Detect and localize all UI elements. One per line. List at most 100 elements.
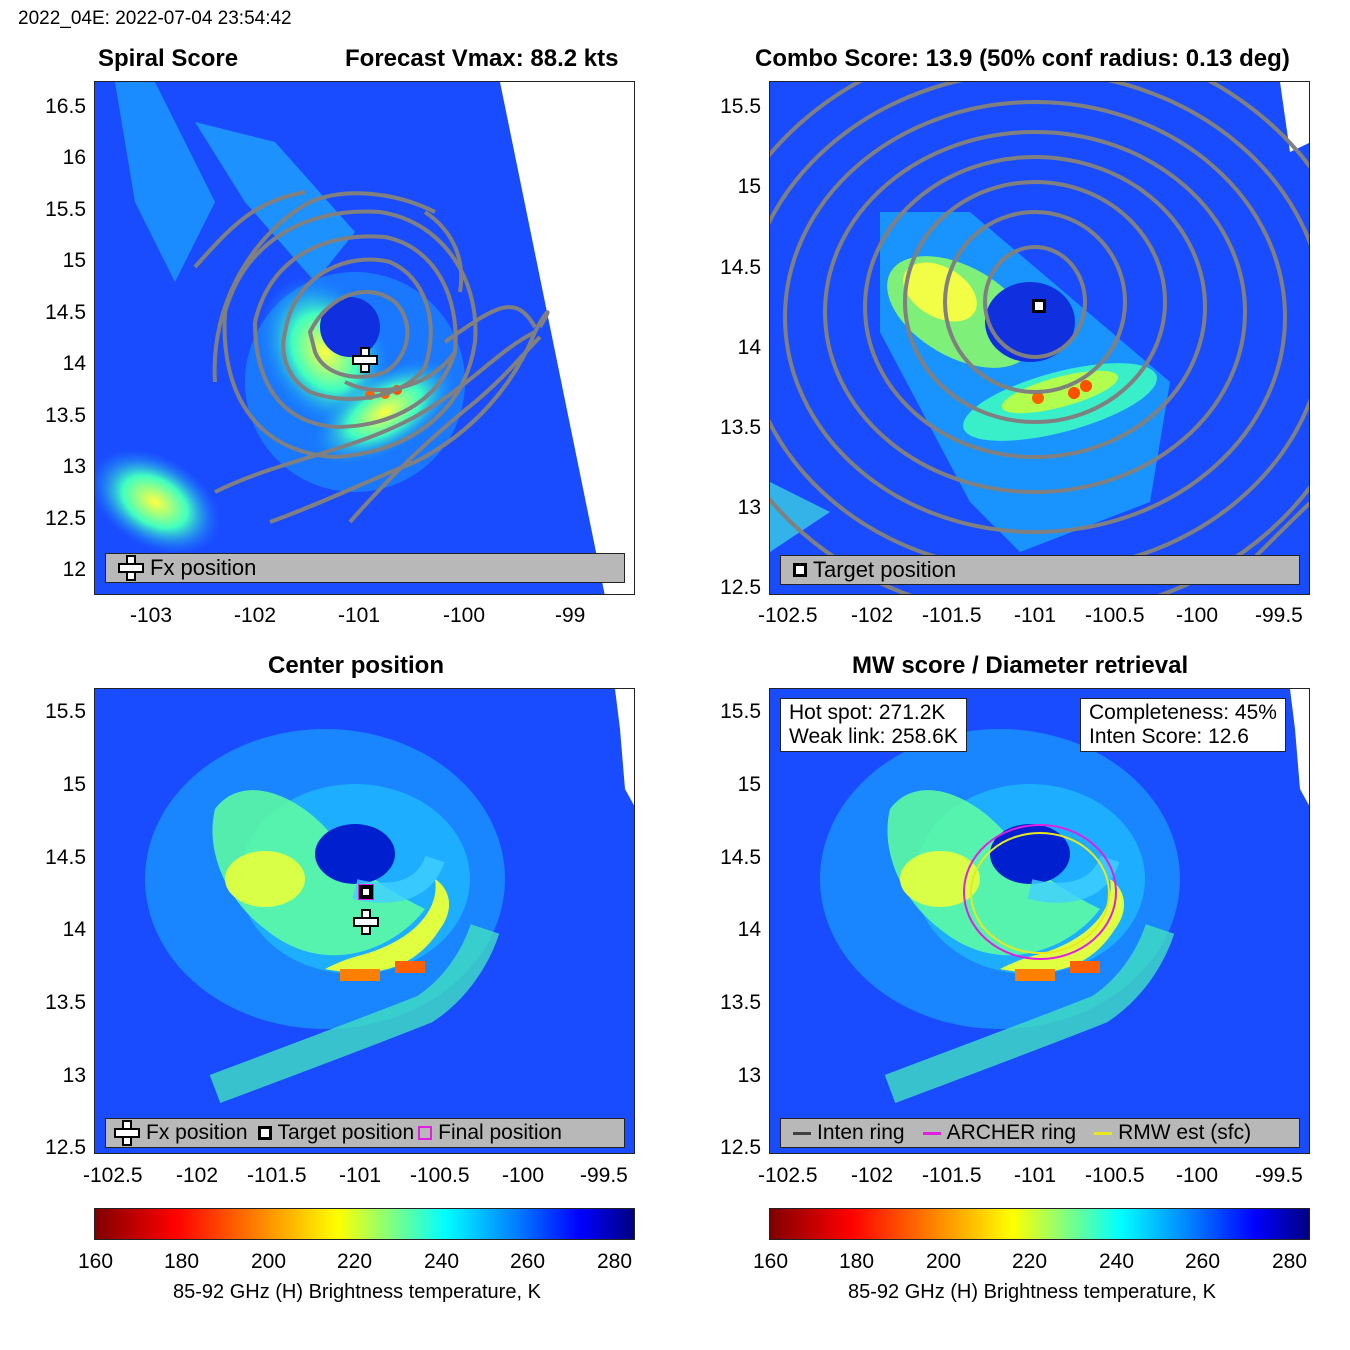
- cbar-tick: 180: [164, 1250, 200, 1273]
- colorbar-left: [94, 1208, 635, 1240]
- combo-field: [770, 82, 1309, 594]
- legend-fx-position: Fx position: [114, 1120, 248, 1146]
- magenta-square-icon: [418, 1126, 433, 1140]
- colorbar-right-label: 85-92 GHz (H) Brightness temperature, K: [848, 1281, 1216, 1303]
- x-tick: -100: [1176, 1164, 1219, 1187]
- legend-archer-label: ARCHER ring: [946, 1121, 1077, 1144]
- y-tick: 13.5: [45, 404, 86, 427]
- spiral-legend: Fx position: [105, 553, 625, 583]
- y-tick: 13: [62, 455, 86, 478]
- x-tick: -101: [339, 1164, 382, 1187]
- y-tick: 13.5: [45, 991, 86, 1014]
- y-tick: 12: [62, 558, 86, 581]
- x-tick: -99.5: [1255, 604, 1303, 627]
- spiral-plot: [94, 81, 635, 595]
- x-tick: -99.5: [1255, 1164, 1303, 1187]
- x-tick: -101: [1014, 1164, 1057, 1187]
- cbar-tick: 180: [839, 1250, 875, 1273]
- fx-position-marker: [353, 909, 379, 935]
- y-tick: 12.5: [720, 1136, 761, 1159]
- legend-final-position: Final position: [418, 1121, 562, 1145]
- x-tick: -102: [234, 604, 277, 627]
- x-tick: -103: [130, 604, 173, 627]
- x-tick: -102.5: [758, 1164, 818, 1187]
- legend-fx-label: Fx position: [146, 1121, 248, 1144]
- legend-rmw-label: RMW est (sfc): [1118, 1121, 1252, 1144]
- legend-inten-ring: Inten ring: [793, 1121, 905, 1145]
- y-tick: 14.5: [720, 256, 761, 279]
- cbar-tick: 220: [1012, 1250, 1048, 1273]
- x-tick: -101.5: [922, 1164, 982, 1187]
- y-tick: 14: [62, 918, 86, 941]
- target-position-marker: [1032, 299, 1046, 313]
- cbar-tick: 160: [78, 1250, 114, 1273]
- y-tick: 15: [737, 773, 761, 796]
- y-tick: 15: [62, 773, 86, 796]
- spiral-title: Spiral Score: [98, 45, 239, 72]
- y-tick: 15.5: [45, 700, 86, 723]
- y-tick: 13.5: [720, 416, 761, 439]
- x-tick: -102.5: [758, 604, 818, 627]
- x-tick: -101: [1014, 604, 1057, 627]
- cbar-tick: 200: [251, 1250, 287, 1273]
- mw-legend: Inten ring ARCHER ring RMW est (sfc): [780, 1118, 1300, 1148]
- legend-target-position: Target position: [793, 557, 956, 583]
- plus-icon: [118, 555, 144, 581]
- x-tick: -102.5: [83, 1164, 143, 1187]
- mw-plot: [769, 688, 1310, 1154]
- x-tick: -102: [851, 604, 894, 627]
- line-icon: [1094, 1131, 1113, 1135]
- colorbar-left-label: 85-92 GHz (H) Brightness temperature, K: [173, 1281, 541, 1303]
- plus-icon: [114, 1120, 140, 1146]
- x-tick: -99.5: [580, 1164, 628, 1187]
- y-tick: 13.5: [720, 991, 761, 1014]
- center-title: Center position: [268, 652, 445, 679]
- mw-field: [770, 689, 1309, 1153]
- y-tick: 14: [737, 918, 761, 941]
- legend-rmw: RMW est (sfc): [1094, 1121, 1251, 1145]
- mw-info-left: Hot spot: 271.2K Weak link: 258.6K: [780, 698, 967, 752]
- cbar-tick: 200: [926, 1250, 962, 1273]
- y-tick: 13: [737, 1064, 761, 1087]
- y-tick: 15.5: [720, 95, 761, 118]
- weak-link-text: Weak link: 258.6K: [789, 725, 958, 748]
- y-tick: 15.5: [720, 700, 761, 723]
- mw-info-right: Completeness: 45% Inten Score: 12.6: [1080, 698, 1286, 752]
- y-tick: 12.5: [45, 1136, 86, 1159]
- rmw-ring: [970, 832, 1110, 954]
- cbar-tick: 240: [424, 1250, 460, 1273]
- square-icon: [793, 563, 807, 577]
- legend-target-label: Target position: [277, 1121, 415, 1144]
- legend-fx-label: Fx position: [150, 555, 257, 580]
- y-tick: 14.5: [720, 846, 761, 869]
- cbar-tick: 160: [753, 1250, 789, 1273]
- colorbar-right: [769, 1208, 1310, 1240]
- hot-spot-text: Hot spot: 271.2K: [789, 701, 946, 724]
- cbar-tick: 220: [337, 1250, 373, 1273]
- y-tick: 12.5: [45, 507, 86, 530]
- inten-score-text: Inten Score: 12.6: [1089, 725, 1249, 748]
- y-tick: 14: [737, 336, 761, 359]
- center-plot: [94, 688, 635, 1154]
- center-legend: Fx position Target position Final positi…: [105, 1118, 625, 1148]
- legend-target-label: Target position: [813, 557, 957, 582]
- combo-title: Combo Score: 13.9 (50% conf radius: 0.13…: [755, 45, 1290, 72]
- x-tick: -101: [338, 604, 381, 627]
- x-tick: -102: [176, 1164, 219, 1187]
- y-tick: 15: [62, 249, 86, 272]
- y-tick: 14.5: [45, 301, 86, 324]
- y-tick: 14: [62, 352, 86, 375]
- x-tick: -99: [555, 604, 586, 627]
- x-tick: -101.5: [922, 604, 982, 627]
- y-tick: 16: [62, 146, 86, 169]
- target-position-marker: [359, 885, 373, 899]
- y-tick: 13: [62, 1064, 86, 1087]
- x-tick: -100.5: [1085, 604, 1145, 627]
- y-tick: 15: [737, 175, 761, 198]
- spiral-vmax: Forecast Vmax: 88.2 kts: [345, 45, 619, 72]
- cbar-tick: 260: [1185, 1250, 1221, 1273]
- mw-title: MW score / Diameter retrieval: [852, 652, 1189, 679]
- y-tick: 13: [737, 496, 761, 519]
- x-tick: -101.5: [247, 1164, 307, 1187]
- y-tick: 14.5: [45, 846, 86, 869]
